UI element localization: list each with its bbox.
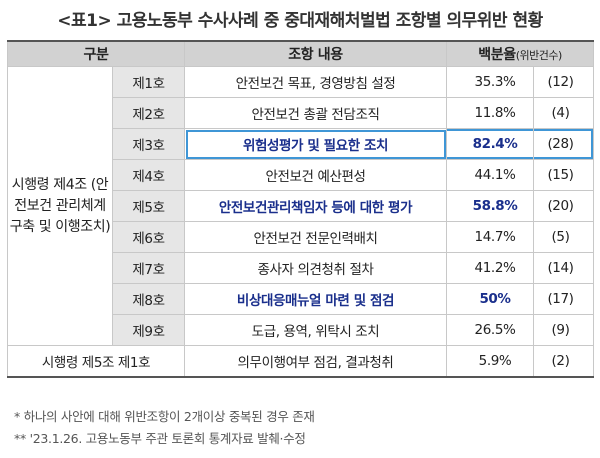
percent-cell: 14.7% [446, 221, 534, 253]
item-cell: 제7호 [112, 252, 185, 284]
count-cell: (17) [533, 283, 594, 315]
count-cell: (20) [533, 190, 594, 222]
content-cell: 위험성평가 및 필요한 조치 [184, 128, 447, 160]
count-cell: (9) [533, 314, 594, 346]
item-cell: 제6호 [112, 221, 185, 253]
content-cell: 안전보건 예산편성 [184, 159, 447, 191]
header-ratio: 백분율(위반건수) [446, 40, 594, 67]
percent-cell: 82.4% [446, 128, 534, 160]
content-cell: 종사자 의견청취 절차 [184, 252, 447, 284]
item-cell: 제4호 [112, 159, 185, 191]
header-content: 조항 내용 [184, 40, 447, 67]
content-cell: 비상대응매뉴얼 마련 및 점검 [184, 283, 447, 315]
footnote-1: * 하나의 사안에 대해 위반조항이 2개이상 중복된 경우 존재 [14, 409, 315, 424]
percent-cell: 26.5% [446, 314, 534, 346]
group-label-cell: 시행령 제4조 (안전보건 관리체계 구축 및 이행조치) [7, 66, 113, 346]
percent-cell: 41.2% [446, 252, 534, 284]
footnotes: * 하나의 사안에 대해 위반조항이 2개이상 중복된 경우 존재 ** '23… [14, 406, 315, 450]
percent-cell: 50% [446, 283, 534, 315]
percent-cell: 35.3% [446, 66, 534, 98]
percent-cell: 11.8% [446, 97, 534, 129]
count-cell: (2) [533, 345, 594, 378]
table-row: 제7호 종사자 의견청취 절차 41.2% (14) [8, 252, 594, 284]
count-cell: (14) [533, 252, 594, 284]
header-ratio-label: 백분율 [478, 47, 516, 63]
percent-cell: 5.9% [446, 345, 534, 378]
table-header-row: 구분 조항 내용 백분율(위반건수) [7, 40, 594, 67]
table-row-highlighted: 제5호 안전보건관리책임자 등에 대한 평가 58.8% (20) [8, 190, 594, 222]
header-category: 구분 [7, 40, 185, 67]
table-row: 시행령 제4조 (안전보건 관리체계 구축 및 이행조치) 제1호 안전보건 목… [7, 66, 594, 346]
count-cell: (15) [533, 159, 594, 191]
table-row: 제9호 도급, 용역, 위탁시 조치 26.5% (9) [8, 314, 594, 346]
content-cell: 안전보건 목표, 경영방침 설정 [184, 66, 447, 98]
table-row: 시행령 제5조 제1호 의무이행여부 점검, 결과청취 5.9% (2) [7, 345, 594, 378]
item-cell: 제9호 [112, 314, 185, 346]
item-cell: 제1호 [112, 66, 185, 98]
table-row: 제6호 안전보건 전문인력배치 14.7% (5) [8, 221, 594, 253]
item-cell: 제8호 [112, 283, 185, 315]
table-title: <표1> 고용노동부 수사사례 중 중대재해처벌법 조항별 의무위반 현황 [57, 11, 543, 31]
table-row: 제4호 안전보건 예산편성 44.1% (15) [8, 159, 594, 191]
table-row: 제2호 안전보건 총괄 전담조직 11.8% (4) [8, 97, 594, 129]
violation-table: 구분 조항 내용 백분율(위반건수) 시행령 제4조 (안전보건 관리체계 구축… [7, 40, 594, 378]
percent-cell: 44.1% [446, 159, 534, 191]
content-cell: 도급, 용역, 위탁시 조치 [184, 314, 447, 346]
count-cell: (5) [533, 221, 594, 253]
percent-cell: 58.8% [446, 190, 534, 222]
count-cell: (28) [533, 128, 594, 160]
header-ratio-sub: (위반건수) [515, 49, 563, 62]
footnote-2: ** '23.1.26. 고용노동부 주관 토론회 통계자료 발췌·수정 [14, 431, 306, 446]
item-cell: 제2호 [112, 97, 185, 129]
content-cell: 안전보건 총괄 전담조직 [184, 97, 447, 129]
count-cell: (4) [533, 97, 594, 129]
table-row-highlighted: 제3호 위험성평가 및 필요한 조치 82.4% (28) [8, 128, 594, 160]
content-cell: 안전보건 전문인력배치 [184, 221, 447, 253]
item-cell: 제3호 [112, 128, 185, 160]
count-cell: (12) [533, 66, 594, 98]
last-row-category: 시행령 제5조 제1호 [7, 345, 185, 378]
item-cell: 제5호 [112, 190, 185, 222]
content-cell: 의무이행여부 점검, 결과청취 [184, 345, 447, 378]
content-cell: 안전보건관리책임자 등에 대한 평가 [184, 190, 447, 222]
